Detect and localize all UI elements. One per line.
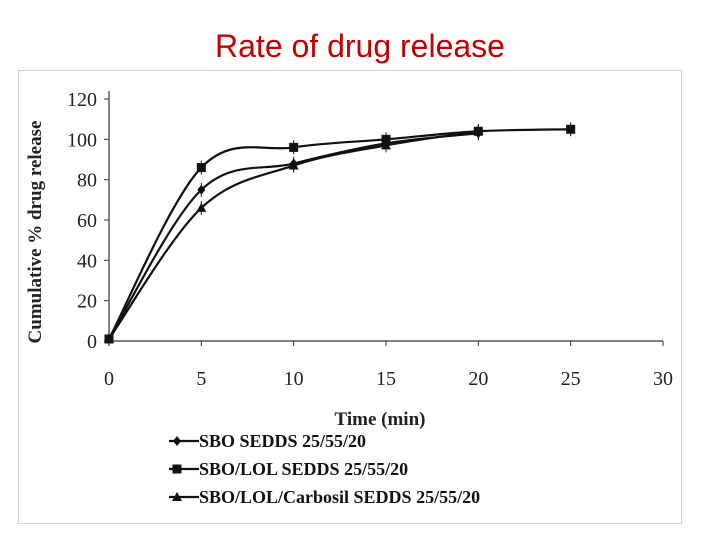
y-tick-label: 40 [77, 250, 97, 272]
series-line-3 [108, 130, 479, 340]
chart-figure: 0 20 40 60 80 100 120 0 5 10 15 20 25 30 Time (min) Cum… [18, 70, 682, 524]
legend-label: SBO/LOL SEDDS 25/55/20 [199, 459, 408, 479]
x-tick-label: 15 [376, 368, 396, 390]
legend-marker [172, 464, 182, 474]
legend-label: SBO/LOL/Carbosil SEDDS 25/55/20 [199, 487, 480, 507]
series-2-point [196, 163, 206, 173]
series-1-point [197, 184, 206, 195]
series-3-point [381, 140, 391, 150]
legend-marker [173, 436, 181, 446]
y-tick-label: 80 [77, 170, 97, 192]
x-tick-label: 30 [653, 368, 673, 390]
series-3-point [288, 160, 299, 170]
line-chart: 0 20 40 60 80 100 120 0 5 10 15 20 25 30 Time (min) Cum… [25, 89, 673, 507]
x-tick-label: 25 [561, 368, 581, 390]
y-tick-label: 60 [77, 210, 97, 232]
x-axis-title: Time (min) [335, 409, 426, 430]
y-axis-title: Cumulative % drug release [25, 121, 46, 344]
series-2-point [566, 124, 576, 134]
x-tick-label: 5 [196, 368, 206, 390]
series-2-point [289, 142, 299, 152]
x-tick-label: 0 [104, 368, 114, 390]
y-tick-label: 120 [67, 89, 97, 111]
series-3-point [473, 126, 484, 136]
x-tick-label: 20 [468, 368, 488, 390]
x-tick-label: 10 [284, 368, 304, 390]
series-3-point [104, 333, 114, 343]
series-3-point [196, 202, 207, 212]
legend-label: SBO SEDDS 25/55/20 [199, 431, 366, 451]
legend-marker [172, 492, 182, 501]
y-tick-label: 100 [67, 129, 97, 151]
series-line-1 [108, 132, 479, 340]
slide-title: Rate of drug release [215, 28, 505, 64]
y-tick-label: 0 [87, 331, 97, 353]
y-tick-label: 20 [77, 291, 97, 313]
